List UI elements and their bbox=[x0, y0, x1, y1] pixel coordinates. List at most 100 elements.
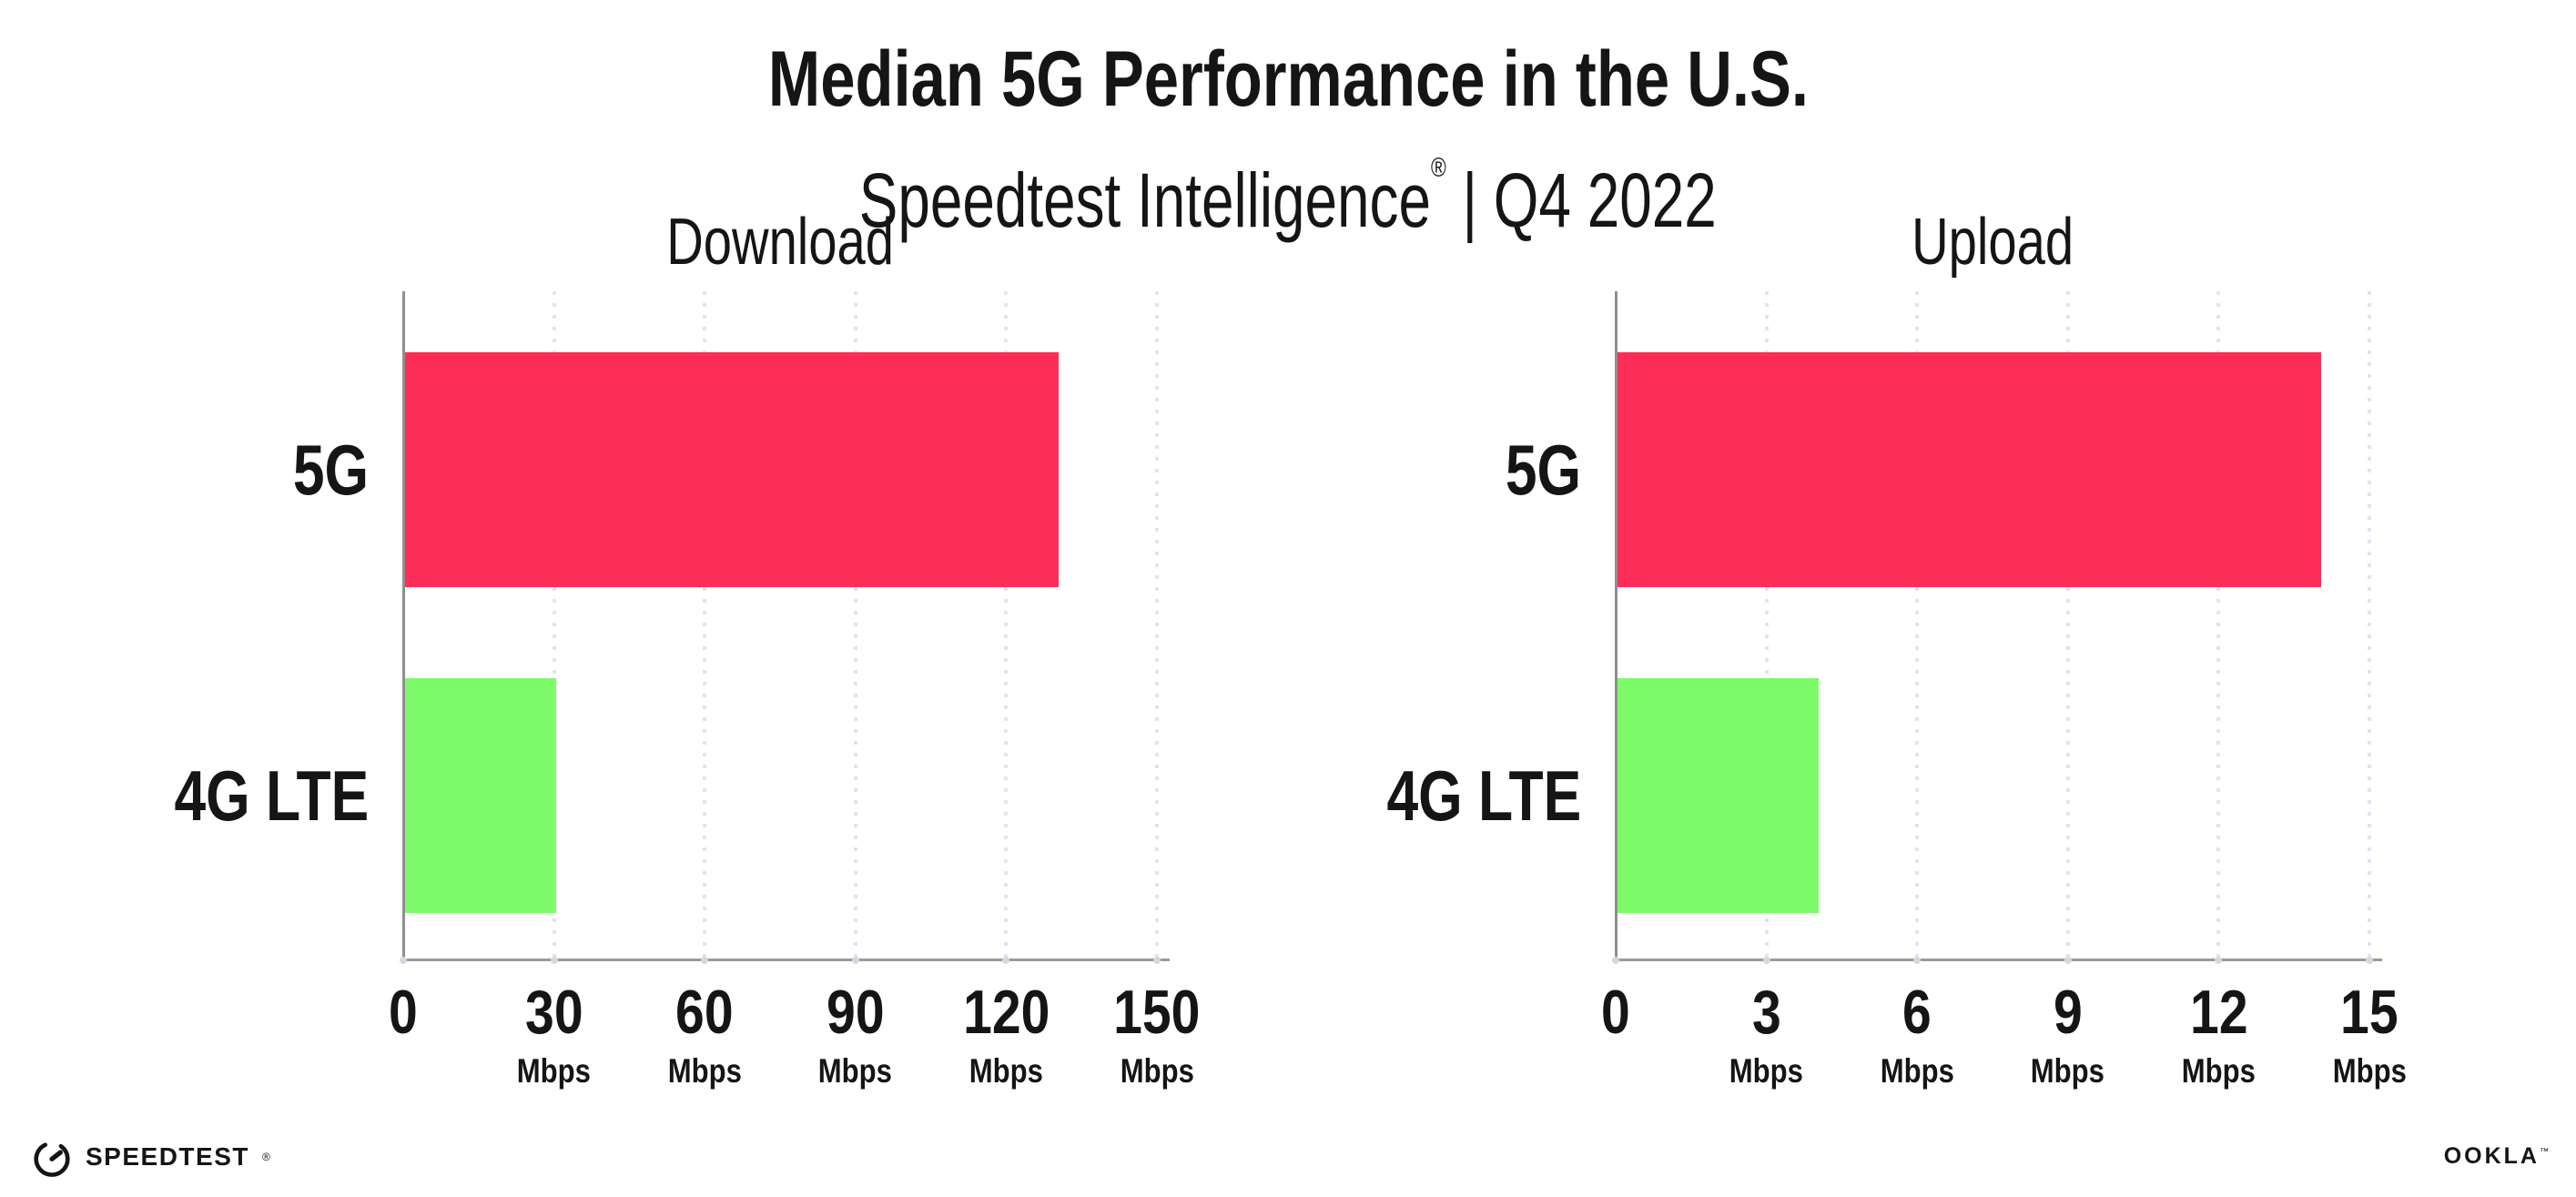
tick-unit-text: Mbps bbox=[1880, 1052, 1954, 1090]
page-subtitle-text: Speedtest Intelligence® | Q4 2022 bbox=[859, 153, 1717, 245]
chart-title-download: Download bbox=[349, 205, 1212, 279]
tick-value: 3 bbox=[1751, 978, 1781, 1047]
tick-value: 120 bbox=[962, 978, 1050, 1047]
category-label-download-5g: 5G bbox=[0, 352, 369, 587]
tick-value: 12 bbox=[2189, 978, 2248, 1047]
bar-upload-5g bbox=[1618, 352, 2321, 587]
tick-unit: Mbps bbox=[1817, 1054, 2017, 1088]
tick-unit: Mbps bbox=[1057, 1054, 1257, 1088]
tick-value: 30 bbox=[524, 978, 583, 1047]
chart-title-text-upload: Upload bbox=[1912, 206, 2074, 279]
tick-dot-upload-9 bbox=[2064, 957, 2072, 964]
category-label-text: 4G LTE bbox=[1386, 756, 1581, 836]
category-label-upload-4g-lte: 4G LTE bbox=[1199, 678, 1581, 913]
tick-value: 150 bbox=[1113, 978, 1201, 1047]
gauge-icon bbox=[34, 1142, 70, 1177]
tick-label-upload-6: 6 Mbps bbox=[1817, 981, 2017, 1088]
tick-value: 60 bbox=[675, 978, 734, 1047]
tick-dot-download-150 bbox=[1153, 957, 1161, 964]
category-label-text: 5G bbox=[292, 430, 369, 510]
speedtest-logo: SPEEDTEST ® bbox=[31, 1136, 270, 1178]
registered-mark-icon: ® bbox=[1431, 153, 1447, 183]
tick-label-upload-3: 3 Mbps bbox=[1667, 981, 1867, 1088]
subtitle-period: | Q4 2022 bbox=[1446, 157, 1717, 243]
tick-dot-download-0 bbox=[400, 957, 407, 964]
gridline-download-120 bbox=[1004, 291, 1009, 959]
gridline-upload-6 bbox=[1915, 291, 1920, 959]
page-title: Median 5G Performance in the U.S. bbox=[0, 36, 2576, 123]
tick-dot-download-90 bbox=[851, 957, 859, 964]
tick-label-download-120: 120 Mbps bbox=[906, 981, 1106, 1088]
speedtest-trademark-icon: ® bbox=[261, 1151, 270, 1163]
category-label-text: 4G LTE bbox=[174, 756, 369, 836]
tick-unit-text: Mbps bbox=[818, 1052, 893, 1090]
tick-value: 0 bbox=[389, 978, 418, 1047]
bar-download-4g-lte bbox=[405, 678, 556, 913]
subtitle-brand: Speedtest Intelligence bbox=[859, 157, 1432, 243]
tick-unit: Mbps bbox=[2118, 1054, 2318, 1088]
gridline-download-90 bbox=[853, 291, 857, 959]
tick-unit-text: Mbps bbox=[1729, 1052, 1804, 1090]
tick-unit-text: Mbps bbox=[2031, 1052, 2105, 1090]
category-label-download-4g-lte: 4G LTE bbox=[0, 678, 369, 913]
gridline-upload-15 bbox=[2368, 291, 2371, 959]
tick-value: 15 bbox=[2340, 978, 2399, 1047]
tick-unit: Mbps bbox=[756, 1054, 956, 1088]
gridline-upload-12 bbox=[2216, 291, 2221, 959]
tick-unit-text: Mbps bbox=[2181, 1052, 2256, 1090]
tick-unit: Mbps bbox=[2269, 1054, 2470, 1088]
tick-value: 0 bbox=[1601, 978, 1630, 1047]
tick-unit: Mbps bbox=[604, 1054, 805, 1088]
tick-dot-upload-0 bbox=[1612, 957, 1619, 964]
tick-value: 9 bbox=[2053, 978, 2083, 1047]
gridline-download-150 bbox=[1155, 291, 1159, 959]
tick-unit: Mbps bbox=[906, 1054, 1106, 1088]
y-axis-spine-upload bbox=[1615, 291, 1618, 961]
tick-dot-download-30 bbox=[550, 957, 558, 964]
y-axis-spine-download bbox=[402, 291, 405, 961]
tick-label-upload-9: 9 Mbps bbox=[1968, 981, 2168, 1088]
page-title-text: Median 5G Performance in the U.S. bbox=[767, 36, 1809, 123]
x-axis-line-download bbox=[403, 959, 1170, 961]
tick-unit-text: Mbps bbox=[1120, 1052, 1194, 1090]
gridline-download-60 bbox=[703, 291, 707, 959]
chart-title-upload: Upload bbox=[1561, 205, 2424, 279]
gridline-download-30 bbox=[552, 291, 556, 959]
chart-title-text-download: Download bbox=[666, 206, 894, 279]
tick-label-upload-0: 0 bbox=[1516, 981, 1716, 1043]
tick-dot-download-120 bbox=[1002, 957, 1010, 964]
tick-dot-upload-15 bbox=[2366, 957, 2373, 964]
bar-upload-4g-lte bbox=[1618, 678, 1819, 913]
tick-unit: Mbps bbox=[1968, 1054, 2168, 1088]
tick-label-upload-15: 15 Mbps bbox=[2269, 981, 2470, 1088]
tick-unit: Mbps bbox=[1667, 1054, 1867, 1088]
page-subtitle: Speedtest Intelligence® | Q4 2022 bbox=[0, 153, 2576, 245]
tick-label-download-150: 150 Mbps bbox=[1057, 981, 1257, 1088]
tick-label-upload-12: 12 Mbps bbox=[2118, 981, 2318, 1088]
gridline-upload-3 bbox=[1764, 291, 1769, 959]
gridline-upload-9 bbox=[2065, 291, 2070, 959]
tick-dot-upload-6 bbox=[1913, 957, 1922, 964]
bar-download-5g bbox=[405, 352, 1059, 587]
tick-label-download-30: 30 Mbps bbox=[454, 981, 654, 1088]
tick-unit-text: Mbps bbox=[667, 1052, 742, 1090]
tick-dot-upload-12 bbox=[2215, 957, 2223, 964]
tick-value: 90 bbox=[827, 978, 885, 1047]
category-label-upload-5g: 5G bbox=[1199, 352, 1581, 587]
category-label-text: 5G bbox=[1505, 430, 1581, 510]
speedtest-wordmark: SPEEDTEST bbox=[86, 1142, 249, 1171]
tick-label-download-60: 60 Mbps bbox=[604, 981, 805, 1088]
tick-label-download-90: 90 Mbps bbox=[756, 981, 956, 1088]
tick-unit-text: Mbps bbox=[517, 1052, 592, 1090]
tick-dot-download-60 bbox=[701, 957, 709, 964]
tick-value: 6 bbox=[1902, 978, 1932, 1047]
tick-dot-upload-3 bbox=[1762, 957, 1770, 964]
ookla-logo: OOKLA™ bbox=[2444, 1143, 2549, 1170]
tick-unit-text: Mbps bbox=[2332, 1052, 2407, 1090]
ookla-wordmark: OOKLA bbox=[2443, 1143, 2540, 1169]
x-axis-line-upload bbox=[1616, 959, 2382, 961]
tick-unit-text: Mbps bbox=[969, 1052, 1043, 1090]
ookla-trademark-icon: ™ bbox=[2540, 1147, 2549, 1157]
tick-unit: Mbps bbox=[454, 1054, 654, 1088]
